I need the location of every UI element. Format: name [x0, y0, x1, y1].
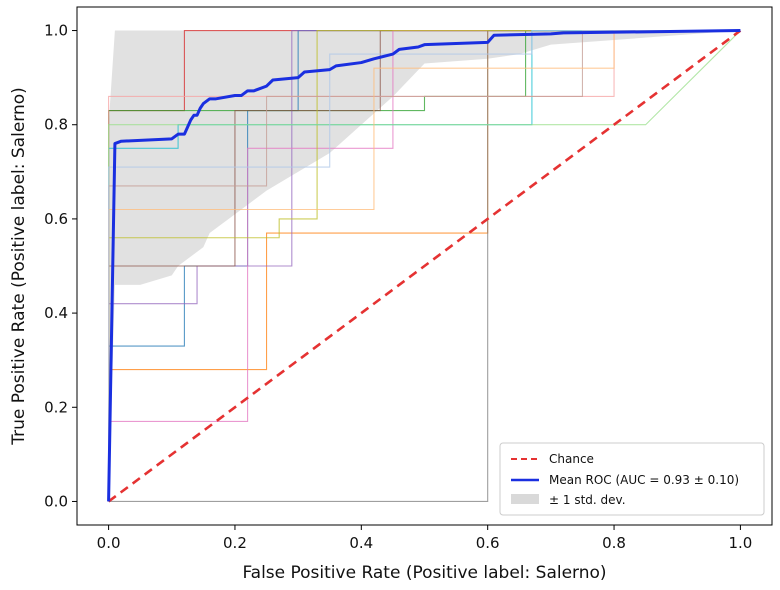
legend-mean-roc-label: Mean ROC (AUC = 0.93 ± 0.10): [549, 473, 739, 487]
y-axis-ticks: 0.0 0.2 0.4 0.6 0.8 1.0: [44, 22, 77, 510]
mean-roc-layer: [107, 29, 741, 502]
legend-chance-label: Chance: [549, 452, 594, 466]
y-tick-label: 0.2: [44, 398, 68, 416]
mean-roc-curve: [107, 29, 741, 502]
chance-line: [107, 29, 742, 503]
x-axis-ticks: 0.0 0.2 0.4 0.6 0.8 1.0: [97, 525, 752, 552]
x-tick-label: 0.2: [223, 534, 247, 552]
plot-area: [107, 29, 742, 503]
legend-std-swatch: [511, 494, 539, 504]
y-axis-label: True Positive Rate (Positive label: Sale…: [9, 87, 29, 446]
x-tick-label: 0.8: [602, 534, 626, 552]
legend-std-label: ± 1 std. dev.: [549, 493, 626, 507]
legend: Chance Mean ROC (AUC = 0.93 ± 0.10) ± 1 …: [499, 442, 765, 516]
y-tick-label: 0.8: [44, 116, 68, 134]
x-axis-label: False Positive Rate (Positive label: Sal…: [242, 563, 606, 583]
x-tick-label: 0.6: [476, 534, 500, 552]
fold-curves-layer: [108, 29, 741, 503]
legend-frame: [499, 442, 765, 516]
x-tick-label: 0.4: [349, 534, 373, 552]
plot-frame: [76, 6, 773, 526]
y-tick-label: 1.0: [44, 22, 68, 40]
chance-line-layer: [107, 29, 742, 503]
y-tick-label: 0.4: [44, 304, 68, 322]
y-tick-label: 0.0: [44, 492, 68, 510]
fold-roc-curve-15: [108, 29, 741, 502]
x-tick-label: 0.0: [97, 534, 121, 552]
y-tick-label: 0.6: [44, 210, 68, 228]
x-tick-label: 1.0: [728, 534, 752, 552]
